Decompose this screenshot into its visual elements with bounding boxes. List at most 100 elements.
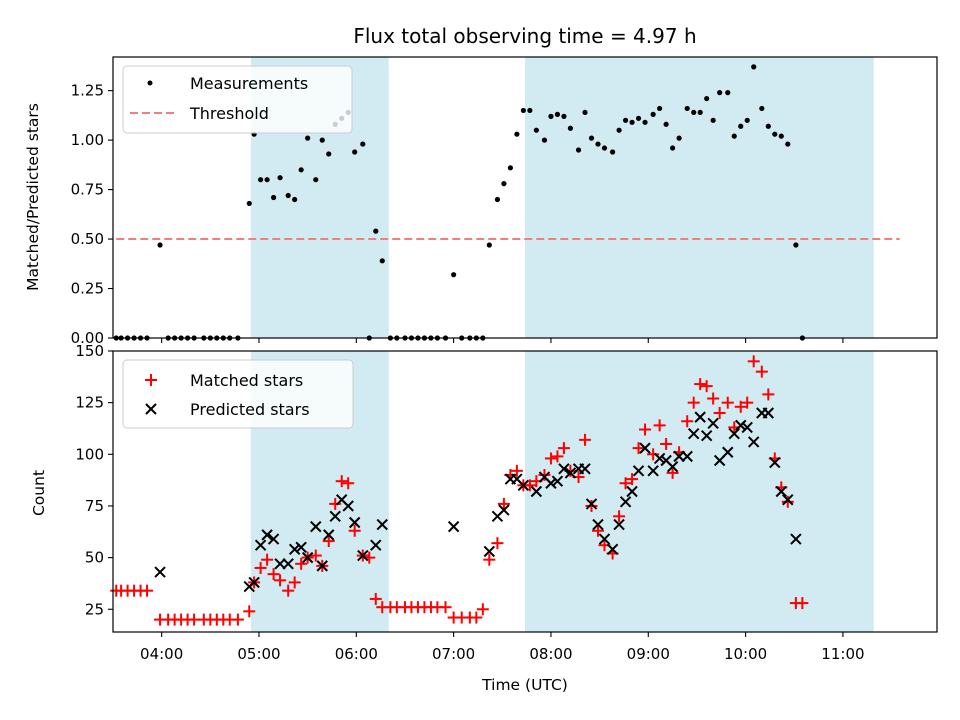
observing-span-2 xyxy=(525,351,874,632)
measurement-point xyxy=(277,175,283,181)
y-tick-label: 50 xyxy=(85,549,104,567)
measurement-point xyxy=(717,90,723,96)
bottom-legend-box xyxy=(122,359,354,429)
predicted-point-b xyxy=(551,475,564,487)
predicted-point-b xyxy=(592,518,604,531)
predicted-point xyxy=(376,518,388,531)
measurement-point xyxy=(785,141,791,147)
bottom-axes-frame xyxy=(112,350,938,633)
matched-point xyxy=(342,477,355,490)
predicted-point-b xyxy=(681,450,693,463)
matched-point xyxy=(439,601,452,614)
predicted-point xyxy=(585,498,598,510)
predicted-point xyxy=(357,549,369,562)
measurement-point xyxy=(567,125,574,131)
y-tick-label: 25 xyxy=(85,600,104,618)
matched-point xyxy=(274,574,287,587)
legend-measurements-label: Measurements xyxy=(190,74,308,93)
x-tick-label: 10:00 xyxy=(724,645,767,663)
measurement-point xyxy=(704,95,710,102)
matched-point xyxy=(470,611,483,624)
matched-point xyxy=(288,576,301,589)
predicted-point-b xyxy=(769,456,781,469)
predicted-point xyxy=(647,465,659,477)
measurement-point xyxy=(270,194,277,201)
predicted-point xyxy=(545,477,557,489)
matched-point xyxy=(666,466,679,479)
matched-point xyxy=(721,396,734,409)
predicted-point-b xyxy=(735,419,747,432)
predicted-point xyxy=(551,475,564,487)
predicted-point xyxy=(301,551,314,564)
predicted-point xyxy=(517,479,530,492)
measurement-point xyxy=(292,196,298,203)
measurement-point xyxy=(326,151,332,157)
measurement-point xyxy=(629,119,635,125)
predicted-point-b xyxy=(483,545,496,558)
matched-point xyxy=(660,437,673,450)
predicted-point xyxy=(329,510,341,523)
matched-point xyxy=(557,442,570,455)
predicted-point-b xyxy=(376,518,388,531)
predicted-point xyxy=(530,485,543,498)
predicted-point xyxy=(558,463,570,475)
predicted-point-b xyxy=(282,558,294,570)
predicted-point-b xyxy=(782,494,794,506)
predicted-point xyxy=(295,541,307,553)
measurement-point xyxy=(616,127,622,133)
predicted-point-b xyxy=(316,560,328,572)
measurement-point xyxy=(451,272,457,278)
predicted-point xyxy=(790,533,802,545)
predicted-point-b xyxy=(762,407,775,419)
measurement-point xyxy=(676,135,682,141)
predicted-point xyxy=(154,566,166,578)
measurement-point xyxy=(554,111,561,117)
predicted-point-b xyxy=(722,446,734,458)
predicted-point-b xyxy=(154,566,166,578)
predicted-point-b xyxy=(687,427,700,440)
measurement-point xyxy=(501,181,507,187)
x-tick-label: 08:00 xyxy=(529,645,572,663)
predicted-point-b xyxy=(775,485,787,498)
measurement-point xyxy=(731,133,737,139)
predicted-point-b xyxy=(728,427,740,440)
matched-point xyxy=(591,524,604,537)
matched-point xyxy=(579,433,592,446)
predicted-point xyxy=(681,450,693,463)
matched-point xyxy=(254,561,267,574)
predicted-point xyxy=(592,518,604,531)
matched-point xyxy=(322,535,335,548)
bottom-panel: 25 50 75 100 125 150 04:00 05:00 06:00 07:00 08:0… xyxy=(30,342,938,694)
predicted-point-b xyxy=(694,411,706,423)
predicted-point-b xyxy=(748,436,760,448)
observing-span-2 xyxy=(525,57,874,338)
measurement-point xyxy=(595,141,601,147)
predicted-point xyxy=(348,516,361,529)
predicted-point-b xyxy=(653,452,666,465)
predicted-point-b xyxy=(660,454,672,467)
predicted-point xyxy=(498,504,510,516)
measurement-point xyxy=(494,196,501,203)
measurement-point xyxy=(793,242,799,248)
predicted-point-b xyxy=(626,485,638,498)
matched-point xyxy=(329,497,342,510)
measurement-point xyxy=(642,119,648,125)
top-axes-frame xyxy=(112,56,938,339)
matched-point xyxy=(510,464,523,477)
measurement-point xyxy=(360,141,366,147)
measurement-point xyxy=(298,167,304,173)
matched-point xyxy=(141,584,154,597)
predicted-point-b xyxy=(606,543,619,556)
predicted-point xyxy=(288,543,301,556)
predicted-point xyxy=(700,430,713,442)
measurement-point xyxy=(514,131,520,137)
matched-point xyxy=(585,499,598,512)
legend-predicted-label: Predicted stars xyxy=(190,400,310,419)
predicted-point xyxy=(370,539,382,551)
measurement-point xyxy=(670,145,676,151)
bottom-x-ticks: 04:00 05:00 06:00 07:00 08:00 09:00 10:00 11:00 xyxy=(140,632,865,663)
matched-point xyxy=(741,396,754,409)
measurement-point xyxy=(527,107,533,114)
matched-point xyxy=(632,442,645,455)
matched-point xyxy=(243,605,256,618)
